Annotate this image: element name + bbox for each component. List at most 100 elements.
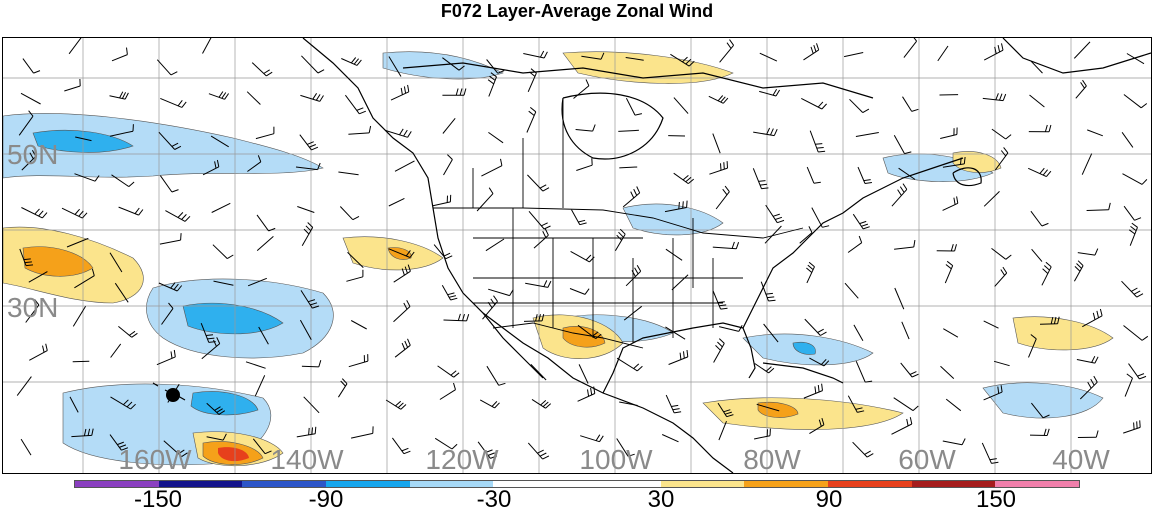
wind-barb — [1029, 125, 1051, 132]
us-canada-border — [433, 208, 803, 238]
wind-barb — [444, 314, 469, 321]
wind-barb — [618, 130, 639, 131]
lat-label-50n: 50N — [7, 141, 58, 169]
wind-barb — [853, 442, 874, 457]
lon-label-120w: 120W — [425, 446, 498, 474]
wind-barb — [257, 215, 275, 231]
wind-barb — [945, 261, 952, 283]
wind-barb — [854, 325, 863, 341]
wind-barb — [348, 126, 370, 134]
wind-barb — [213, 245, 233, 259]
wind-barb — [252, 63, 272, 76]
wind-barb — [212, 203, 231, 212]
wind-barb — [853, 214, 869, 229]
wind-barb — [1123, 420, 1140, 433]
wind-barb — [1028, 168, 1051, 176]
wind-barb — [892, 184, 907, 207]
wind-barb — [810, 131, 825, 152]
wind-barb — [442, 285, 457, 300]
wind-barb — [488, 132, 503, 142]
wind-barb — [806, 262, 814, 283]
wind-barb — [432, 195, 450, 206]
wind-barb — [623, 187, 640, 207]
lon-label-100w: 100W — [579, 446, 652, 474]
wind-barb — [1087, 130, 1103, 136]
wind-barb — [488, 289, 513, 295]
wind-barb — [529, 211, 551, 229]
hudson-bay-coast — [562, 93, 663, 159]
wind-barb — [753, 128, 777, 136]
wind-barb — [719, 421, 727, 440]
wind-barb — [160, 98, 186, 107]
wind-barb — [477, 188, 493, 211]
wind-barb — [940, 128, 957, 139]
wind-barb — [1074, 42, 1090, 59]
wind-barb — [443, 118, 455, 133]
wind-barb — [1123, 174, 1147, 185]
wind-barb — [257, 236, 273, 250]
wind-barb — [672, 275, 688, 290]
wind-barb — [615, 229, 625, 251]
wind-barb — [480, 400, 499, 408]
wind-barb — [300, 135, 318, 150]
cuba-coast — [763, 363, 843, 383]
wind-barb — [438, 366, 460, 377]
lon-label-160w: 160W — [118, 446, 191, 474]
wind-barb — [848, 236, 862, 252]
wind-barb — [112, 48, 127, 61]
wind-barb — [338, 379, 347, 398]
wind-barb — [571, 251, 595, 262]
wind-barb — [850, 99, 869, 112]
wind-barb — [938, 46, 948, 61]
wind-barb — [713, 242, 739, 249]
shade-hudson-bay — [563, 52, 733, 84]
wind-barb — [346, 270, 363, 282]
wind-barb — [902, 322, 909, 339]
wind-barb — [304, 397, 319, 413]
colorbar-label-30: 30 — [648, 487, 675, 513]
wind-barb — [209, 92, 229, 100]
wind-barb — [1124, 206, 1141, 220]
wind-barb — [804, 43, 819, 60]
wind-barb — [392, 438, 410, 454]
wind-barb — [617, 358, 642, 371]
wind-barb — [807, 167, 821, 183]
wind-barb — [247, 92, 260, 105]
wind-barb — [21, 208, 47, 218]
colorbar-label-90: 90 — [816, 487, 843, 513]
wind-barb — [1127, 54, 1144, 64]
colorbar-label-150: 150 — [976, 487, 1016, 513]
wind-barb — [300, 93, 323, 101]
wind-barb — [1030, 429, 1049, 436]
wind-barb — [1122, 132, 1133, 147]
lat-label-30n: 30N — [7, 294, 58, 322]
lon-label-40w: 40W — [1052, 446, 1110, 474]
wind-barb — [1078, 249, 1098, 256]
wind-barb — [1077, 356, 1098, 363]
colorbar-label-neg90: -90 — [309, 487, 344, 513]
wind-barb — [531, 364, 546, 380]
wind-barb — [1030, 95, 1045, 107]
wind-barb — [994, 361, 1010, 365]
wind-barb — [805, 319, 827, 335]
wind-barb — [1082, 154, 1092, 175]
wind-barb — [892, 417, 912, 434]
wind-barb — [157, 350, 175, 365]
wind-barb — [995, 267, 1007, 286]
wind-barb — [1074, 261, 1083, 282]
wind-barb — [858, 167, 872, 183]
wind-barb — [903, 97, 919, 112]
wind-barb — [714, 339, 725, 363]
wind-barb — [761, 282, 775, 301]
wind-barb — [943, 196, 958, 210]
wind-barb — [801, 98, 826, 109]
wind-barb — [21, 439, 31, 455]
wind-barb — [943, 329, 958, 338]
wind-barb — [487, 366, 506, 385]
wind-barb — [442, 89, 466, 96]
wind-barb — [760, 53, 777, 61]
wind-barb — [523, 51, 547, 58]
wind-barb — [572, 210, 587, 225]
wind-barb — [340, 207, 359, 220]
wind-barb — [579, 364, 588, 383]
